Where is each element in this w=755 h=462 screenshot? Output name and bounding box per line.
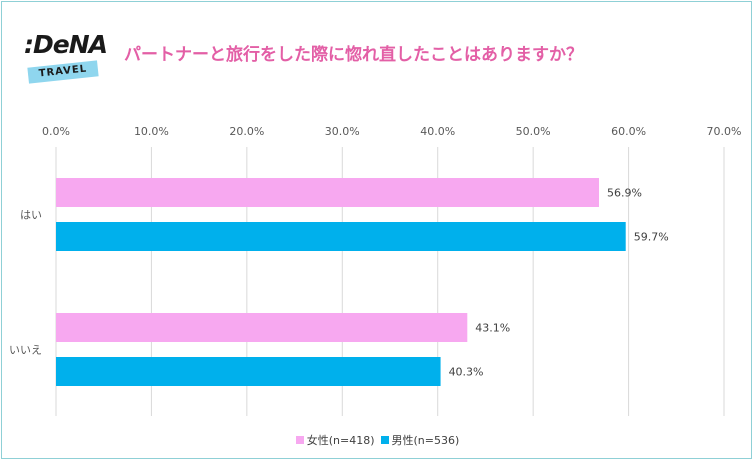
logo-text: :DeNA (24, 30, 108, 59)
chart-title: パートナーと旅行をした際に惚れ直したことはありますか？ (124, 45, 583, 65)
bar-female (56, 313, 468, 342)
dena-travel-logo: :DeNA TRAVEL (24, 30, 108, 86)
x-tick-label: 30.0% (325, 125, 360, 138)
legend-label: 男性(n=536) (391, 434, 460, 447)
x-tick-label: 50.0% (516, 125, 551, 138)
legend-item-female: 女性(n=418) (295, 432, 375, 448)
x-tick-label: 10.0% (134, 125, 169, 138)
bar-male (56, 222, 626, 251)
x-tick-label: 20.0% (229, 125, 264, 138)
legend-swatch (295, 436, 304, 444)
legend-label: 女性(n=418) (306, 434, 375, 447)
data-label: 56.9% (607, 187, 642, 200)
bars: 56.9% 59.7% 43.1% 40.3% (56, 178, 669, 386)
bar-female (56, 178, 599, 207)
x-tick-labels: 0.0% 10.0% 20.0% 30.0% 40.0% 50.0% 60.0% 70.0% (42, 125, 741, 138)
x-tick-label: 0.0% (42, 125, 70, 138)
x-tick-label: 60.0% (611, 125, 646, 138)
bar-male (56, 357, 441, 386)
legend: 女性(n=418) 男性(n=536) (0, 432, 755, 448)
x-tick-label: 40.0% (420, 125, 455, 138)
legend-swatch (380, 436, 389, 444)
legend-item-male: 男性(n=536) (380, 432, 460, 448)
category-label: はい (20, 209, 42, 222)
category-label: いいえ (9, 344, 42, 357)
data-label: 40.3% (449, 366, 484, 379)
data-label: 59.7% (634, 231, 669, 244)
data-label: 43.1% (475, 322, 510, 335)
x-tick-label: 70.0% (707, 125, 742, 138)
